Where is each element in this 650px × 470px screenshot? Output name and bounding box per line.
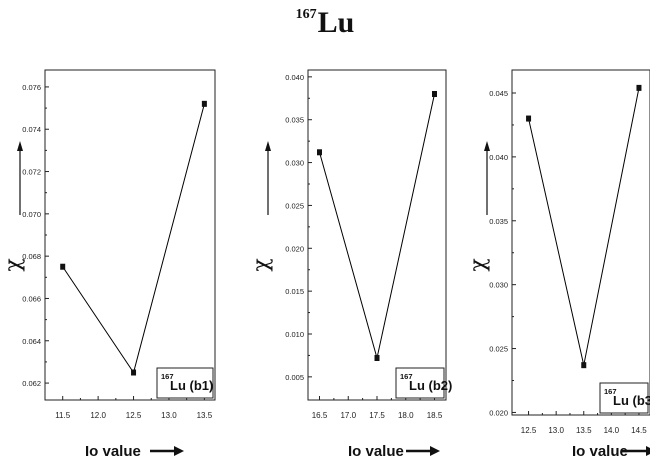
data-point [432,91,437,97]
y-tick-label: 0.015 [285,287,304,296]
legend-box [599,382,649,414]
legend-label: Lu (b3) [613,393,650,408]
y-tick-label: 0.030 [489,281,508,290]
x-tick-label: 17.0 [340,411,356,420]
x-axis-label: Io value [572,443,628,460]
series-line [62,103,205,374]
x-tick-label: 12.0 [90,411,106,420]
page-title: 167Lu [0,6,650,40]
data-point [317,149,322,156]
y-tick-label: 0.068 [22,252,41,261]
data-point [636,84,642,91]
x-tick-label: 18.0 [398,411,414,420]
y-tick-label: 0.030 [285,159,304,168]
data-point [131,369,137,376]
title-mass-number: 167 [295,7,317,22]
x-arrow-head [174,446,184,456]
y-tick-label: 0.062 [22,379,41,388]
x-arrow-head [430,446,440,456]
x-axis-label: Io value [85,443,141,460]
y-tick-label: 0.035 [489,217,508,226]
x-tick-label: 13.0 [161,411,177,420]
data-point [60,263,66,270]
legend-sup: 167 [604,387,617,396]
plot-frame [44,69,216,401]
x-tick-label: 14.0 [604,426,620,435]
x-tick-label: 13.5 [197,411,213,420]
legend-sup: 167 [400,372,413,381]
x-tick-label: 16.5 [312,411,328,420]
x-tick-label: 18.5 [427,411,443,420]
y-tick-label: 0.040 [489,153,508,162]
y-tick-label: 0.020 [285,244,304,253]
legend-label: Lu (b1) [170,378,213,393]
x-tick-label: 13.0 [548,426,564,435]
y-axis-label: χ [466,258,491,271]
y-axis-label: χ [1,258,26,271]
y-tick-label: 0.072 [22,168,41,177]
y-tick-label: 0.064 [22,337,41,346]
y-tick-label: 0.070 [22,210,41,219]
y-tick-label: 0.035 [285,116,304,125]
x-axis-label: Io value [348,443,404,460]
plot-frame [307,69,447,401]
x-tick-label: 11.5 [55,411,71,420]
x-arrow-head [646,446,650,456]
legend-box [395,367,445,399]
title-element: Lu [317,6,355,39]
data-point [526,115,532,122]
legend-sup: 167 [161,372,174,381]
chart-1: 0.062 0.064 0.066 0.068 0.070 0.072 0.074 0.076… [1,69,216,460]
y-tick-label: 0.025 [285,201,304,210]
y-tick-label: 0.025 [489,345,508,354]
y-arrow-head [484,141,490,151]
x-tick-label: 12.5 [521,426,537,435]
x-tick-label: 17.5 [369,411,385,420]
y-tick-label: 0.045 [489,89,508,98]
y-tick-label: 0.010 [285,330,304,339]
chart-2: 0.005 0.010 0.015 0.020 0.025 0.030 0.035 0.040… [249,69,452,460]
data-point [581,362,587,369]
y-tick-label: 0.076 [22,83,41,92]
x-tick-label: 14.5 [631,426,647,435]
plot-frame [511,69,650,416]
y-tick-label: 0.066 [22,294,41,303]
series-line [319,93,435,359]
y-arrow-head [17,141,23,151]
data-point [201,100,207,107]
y-arrow-head [265,141,271,151]
y-tick-label: 0.005 [285,373,304,382]
legend-box [156,367,214,399]
y-tick-label: 0.040 [285,73,304,82]
series-line [528,87,640,366]
y-tick-label: 0.020 [489,408,508,417]
y-axis-label: χ [249,258,274,271]
y-tick-label: 0.074 [22,125,41,134]
legend-label: Lu (b2) [409,378,452,393]
x-tick-label: 13.5 [576,426,592,435]
data-point [374,355,380,361]
chart-3: 0.020 0.025 0.030 0.035 0.040 0.045 12.5 13.0 13… [466,69,650,460]
x-tick-label: 12.5 [126,411,142,420]
